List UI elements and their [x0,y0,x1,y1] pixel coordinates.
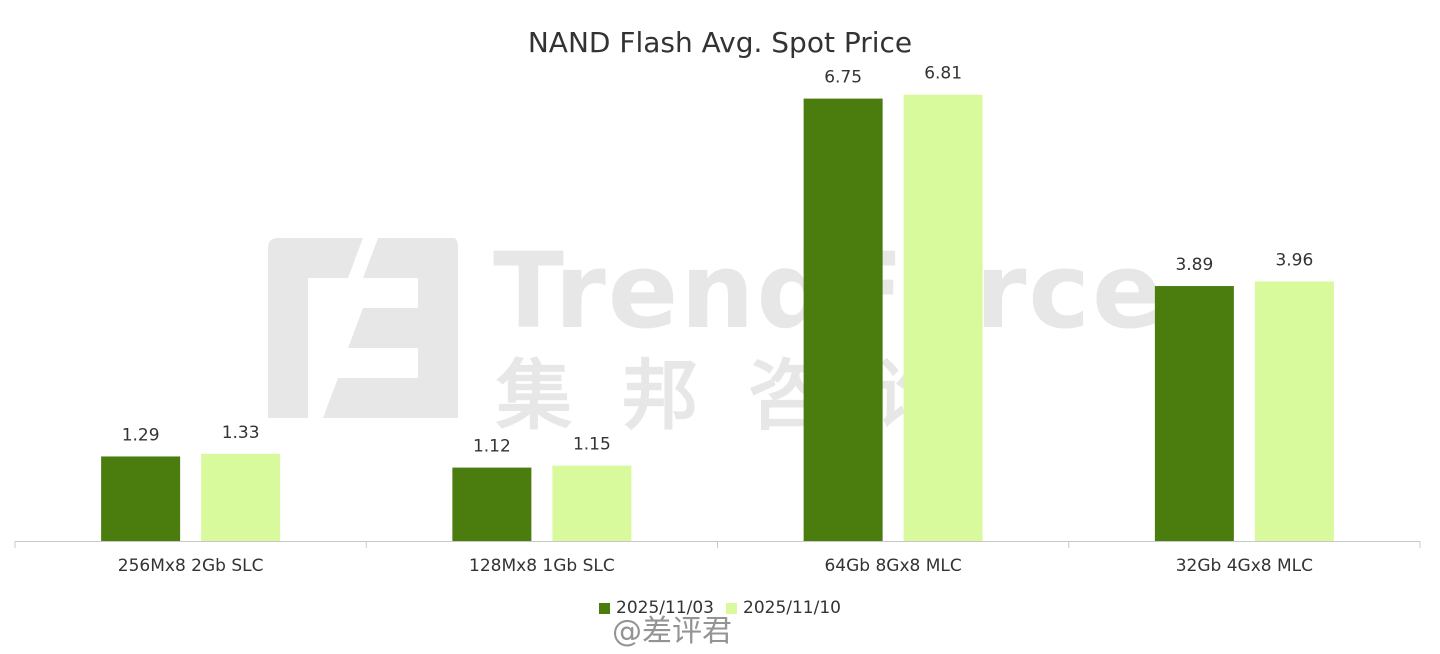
legend-item-2: 2025/11/10 [726,598,841,618]
data-label-2-1: 1.33 [222,423,260,443]
data-label-2-3: 6.81 [924,64,962,84]
bar-chart: 1.29 1.33 1.12 1.15 6.75 6.81 3.89 3.96 256Mx8 … [14,64,1421,576]
x-tick-label-1: 256Mx8 2Gb SLC [118,556,264,576]
legend-label: 2025/11/10 [743,598,841,618]
data-label-1-3: 6.75 [824,68,862,88]
chart-title: NAND Flash Avg. Spot Price [527,26,913,59]
legend-item-1: 2025/11/03 [599,598,714,618]
x-tick-label-4: 32Gb 4Gx8 MLC [1176,556,1313,576]
bar-1-4 [1154,286,1234,541]
data-labels-group: 1.29 1.33 1.12 1.15 6.75 6.81 3.89 3.96 [122,64,1314,457]
weibo-watermark: @差评君 [612,614,732,649]
bar-1-2 [452,467,532,541]
legend-swatch [726,602,737,614]
legend-label: 2025/11/03 [616,598,714,618]
bars-group [101,94,1334,542]
x-tick-label-3: 64Gb 8Gx8 MLC [824,556,961,576]
legend-swatch [599,602,611,614]
bar-2-1 [201,453,281,541]
data-label-1-2: 1.12 [473,437,511,457]
bar-2-4 [1254,281,1334,541]
bar-1-3 [803,98,883,541]
bar-2-3 [903,94,983,542]
x-tick-label-2: 128Mx8 1Gb SLC [469,556,615,576]
data-label-2-2: 1.15 [573,435,611,455]
data-label-1-1: 1.29 [122,425,160,445]
data-label-1-4: 3.89 [1175,255,1213,275]
data-label-2-4: 3.96 [1275,250,1313,270]
trendforce-logo-icon [268,238,458,418]
bar-2-2 [552,465,632,541]
bar-1-1 [101,456,181,541]
x-axis: 256Mx8 2Gb SLC 128Mx8 1Gb SLC 64Gb 8Gx8 ML… [14,541,1421,576]
legend: 2025/11/03 2025/11/10 [0,598,1440,618]
